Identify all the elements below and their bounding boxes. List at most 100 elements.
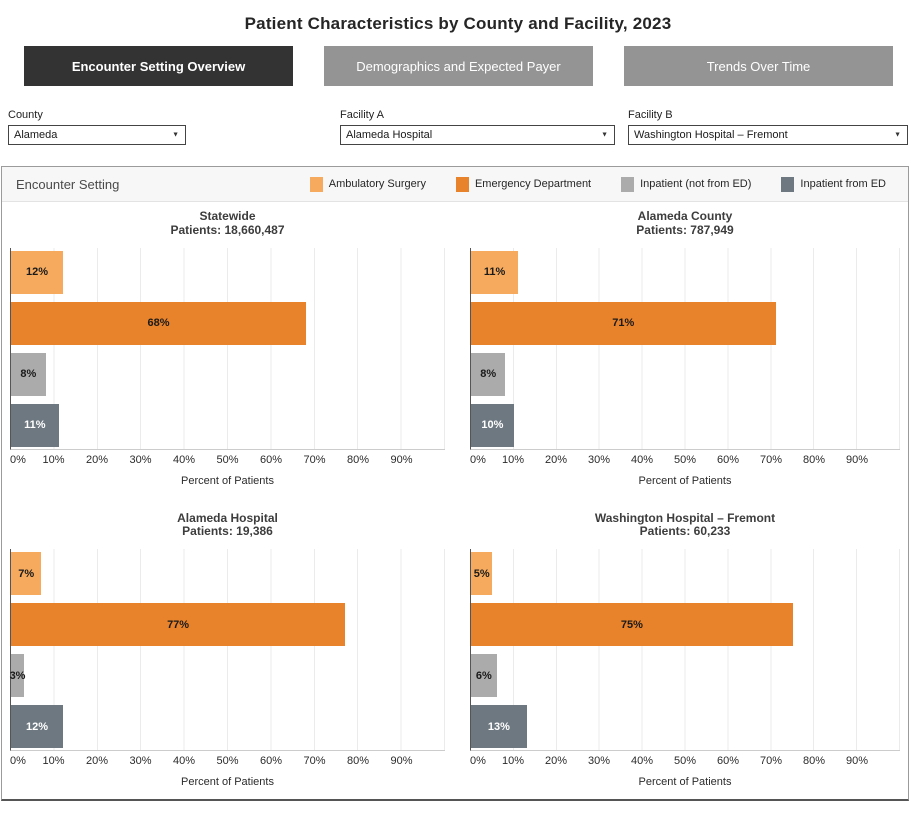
bar-row: 12%	[11, 705, 445, 749]
plot-area: 11% 71% 8% 10%	[470, 247, 900, 450]
x-axis-ticks: 0% 10% 20% 30% 40% 50% 60% 70% 80% 90%	[470, 454, 900, 468]
bar-inpatient-not-from-ed[interactable]: 8%	[11, 352, 46, 396]
x-tick-label: 50%	[673, 453, 697, 466]
bar-value-label: 12%	[26, 720, 49, 733]
bar-value-label: 75%	[620, 618, 643, 631]
county-select[interactable]: Alameda ▼	[8, 125, 186, 145]
chart-facility-a: Alameda Hospital Patients: 19,386 7% 77% 3…	[2, 504, 455, 798]
tab-encounter-setting-overview[interactable]: Encounter Setting Overview	[24, 46, 293, 86]
x-tick-label: 80%	[802, 755, 826, 768]
x-tick-label: 70%	[303, 755, 326, 768]
chart-alameda-county: Alameda County Patients: 787,949 11% 71% 8…	[455, 202, 908, 496]
facility-b-select[interactable]: Washington Hospital – Fremont ▼	[628, 125, 908, 145]
encounter-setting-legend: Encounter Setting Ambulatory Surgery Emer…	[2, 167, 908, 202]
x-tick-label: 30%	[587, 755, 611, 768]
bar-inpatient-from-ed[interactable]: 13%	[471, 705, 527, 749]
bar-row: 13%	[471, 705, 900, 749]
x-tick-label: 50%	[216, 453, 239, 466]
x-tick-label: 90%	[845, 453, 869, 466]
bar-value-label: 8%	[480, 368, 497, 381]
x-axis-ticks: 0% 10% 20% 30% 40% 50% 60% 70% 80% 90%	[10, 454, 445, 468]
bar-ambulatory-surgery[interactable]: 12%	[11, 250, 64, 294]
tab-label: Trends Over Time	[706, 58, 811, 74]
x-axis-label: Percent of Patients	[181, 474, 274, 487]
legend-items: Ambulatory Surgery Emergency Department In…	[309, 176, 894, 192]
charts-grid: Statewide Patients: 18,660,487 12% 68% 8% 1…	[2, 202, 908, 799]
bar-value-label: 13%	[487, 720, 510, 733]
legend-item-ambulatory-surgery[interactable]: Ambulatory Surgery	[309, 176, 426, 192]
x-tick-label: 0%	[470, 755, 486, 768]
x-tick-label: 70%	[759, 453, 783, 466]
tab-demographics-expected-payer[interactable]: Demographics and Expected Payer	[324, 46, 593, 86]
bar-ambulatory-surgery[interactable]: 5%	[471, 552, 493, 596]
bar-row: 11%	[471, 250, 900, 294]
x-axis-label: Percent of Patients	[638, 776, 732, 789]
page-title: Patient Characteristics by County and Fa…	[244, 14, 672, 33]
bar-emergency-department[interactable]: 75%	[471, 603, 793, 647]
bar-row: 68%	[11, 301, 445, 345]
x-tick-label: 60%	[259, 755, 283, 768]
x-tick-label: 90%	[390, 453, 413, 466]
x-tick-label: 20%	[85, 755, 109, 768]
bar-inpatient-not-from-ed[interactable]: 8%	[471, 352, 506, 396]
legend-item-inpatient-not-from-ed[interactable]: Inpatient (not from ED)	[621, 176, 752, 192]
legend-item-emergency-department[interactable]: Emergency Department	[455, 176, 591, 192]
bar-inpatient-from-ed[interactable]: 12%	[11, 705, 64, 749]
chart-subtitle: Patients: 60,233	[639, 524, 731, 539]
plot-area: 5% 75% 6% 13%	[470, 549, 900, 752]
x-tick-label: 10%	[42, 453, 65, 466]
legend-title: Encounter Setting	[16, 176, 120, 192]
bar-row: 7%	[11, 552, 445, 596]
bar-inpatient-from-ed[interactable]: 10%	[471, 403, 514, 447]
x-tick-label: 30%	[129, 755, 152, 768]
charts-panel: Encounter Setting Ambulatory Surgery Emer…	[1, 166, 909, 802]
bar-inpatient-not-from-ed[interactable]: 6%	[471, 654, 497, 698]
chart-title: Alameda Hospital	[177, 510, 278, 525]
bar-inpatient-not-from-ed[interactable]: 3%	[10, 654, 25, 698]
bar-row: 12%	[11, 250, 445, 294]
bar-row: 5%	[471, 552, 900, 596]
bar-inpatient-from-ed[interactable]: 11%	[11, 403, 59, 447]
bar-ambulatory-surgery[interactable]: 7%	[11, 552, 42, 596]
x-tick-label: 90%	[845, 755, 869, 768]
x-tick-label: 80%	[346, 453, 370, 466]
county-select-value: Alameda	[14, 129, 58, 141]
facility-a-select[interactable]: Alameda Hospital ▼	[340, 125, 615, 145]
bar-value-label: 8%	[20, 368, 37, 381]
county-filter-label: County	[8, 109, 43, 121]
chevron-down-icon: ▼	[172, 131, 179, 139]
bar-ambulatory-surgery[interactable]: 11%	[471, 250, 519, 294]
tab-trends-over-time[interactable]: Trends Over Time	[624, 46, 893, 86]
bar-value-label: 11%	[24, 419, 46, 432]
bar-value-label: 71%	[612, 317, 635, 330]
chevron-down-icon: ▼	[601, 131, 608, 139]
bar-emergency-department[interactable]: 77%	[11, 603, 346, 647]
chart-subtitle: Patients: 18,660,487	[170, 222, 285, 237]
x-tick-label: 70%	[303, 453, 326, 466]
facility-b-select-value: Washington Hospital – Fremont	[634, 129, 788, 141]
chart-subtitle: Patients: 787,949	[636, 222, 734, 237]
x-tick-label: 40%	[630, 453, 654, 466]
bar-row: 8%	[471, 352, 900, 396]
x-axis-label: Percent of Patients	[181, 776, 274, 789]
x-tick-label: 0%	[10, 755, 26, 768]
bar-row: 8%	[11, 352, 445, 396]
x-tick-label: 40%	[630, 755, 654, 768]
bar-row: 3%	[10, 654, 445, 698]
x-axis-ticks: 0% 10% 20% 30% 40% 50% 60% 70% 80% 90%	[10, 755, 445, 769]
x-tick-label: 10%	[501, 755, 525, 768]
x-tick-label: 10%	[501, 453, 525, 466]
bar-emergency-department[interactable]: 68%	[11, 301, 307, 345]
x-tick-label: 60%	[716, 453, 740, 466]
x-tick-label: 50%	[216, 755, 239, 768]
plot-area: 7% 77% 3% 12%	[10, 549, 445, 752]
x-tick-label: 30%	[587, 453, 611, 466]
bar-row: 6%	[471, 654, 900, 698]
x-tick-label: 80%	[802, 453, 826, 466]
bar-emergency-department[interactable]: 71%	[471, 301, 776, 345]
bar-value-label: 12%	[26, 266, 49, 279]
chart-title: Statewide	[199, 209, 256, 223]
legend-label: Inpatient (not from ED)	[640, 178, 752, 190]
legend-item-inpatient-from-ed[interactable]: Inpatient from ED	[781, 176, 886, 192]
x-tick-label: 60%	[716, 755, 740, 768]
